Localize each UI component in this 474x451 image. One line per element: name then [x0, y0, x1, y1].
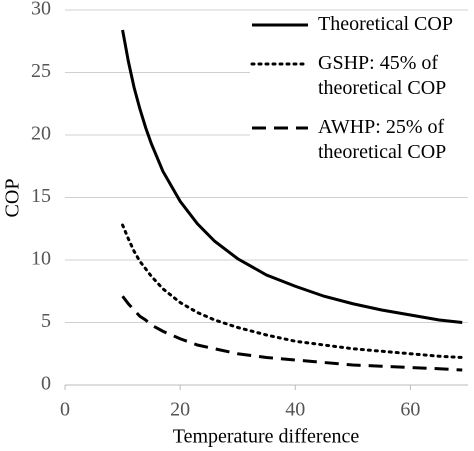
line-series	[121, 29, 463, 324]
legend-item: GSHP: 45% of theoretical COP	[250, 51, 472, 101]
legend-swatch	[250, 62, 310, 66]
y-tick-label: 10	[31, 248, 51, 270]
legend-item: Theoretical COP	[250, 12, 472, 37]
legend-swatch	[252, 126, 308, 130]
legend-label: GSHP: 45% of theoretical COP	[318, 52, 447, 99]
line-series	[121, 223, 464, 359]
y-tick-label: 0	[41, 373, 51, 395]
legend-swatch	[252, 23, 308, 27]
y-tick-label: 15	[31, 185, 51, 207]
legend-item: AWHP: 25% of theoretical COP	[250, 115, 472, 165]
x-tick-label: 40	[285, 399, 305, 421]
legend: Theoretical COP GSHP: 45% of theoretical …	[250, 12, 472, 179]
x-tick-label: 20	[170, 399, 190, 421]
y-axis-title: COP	[2, 179, 24, 218]
x-tick-label: 0	[60, 399, 70, 421]
x-axis-title: Temperature difference	[173, 426, 360, 448]
y-tick-label: 25	[31, 60, 51, 82]
legend-label: AWHP: 25% of theoretical COP	[318, 116, 447, 163]
x-tick-label: 60	[400, 399, 420, 421]
y-tick-label: 30	[31, 0, 51, 20]
line-series	[121, 295, 463, 372]
y-tick-label: 5	[41, 310, 51, 332]
y-tick-label: 20	[31, 123, 51, 145]
legend-label: Theoretical COP	[318, 13, 453, 35]
